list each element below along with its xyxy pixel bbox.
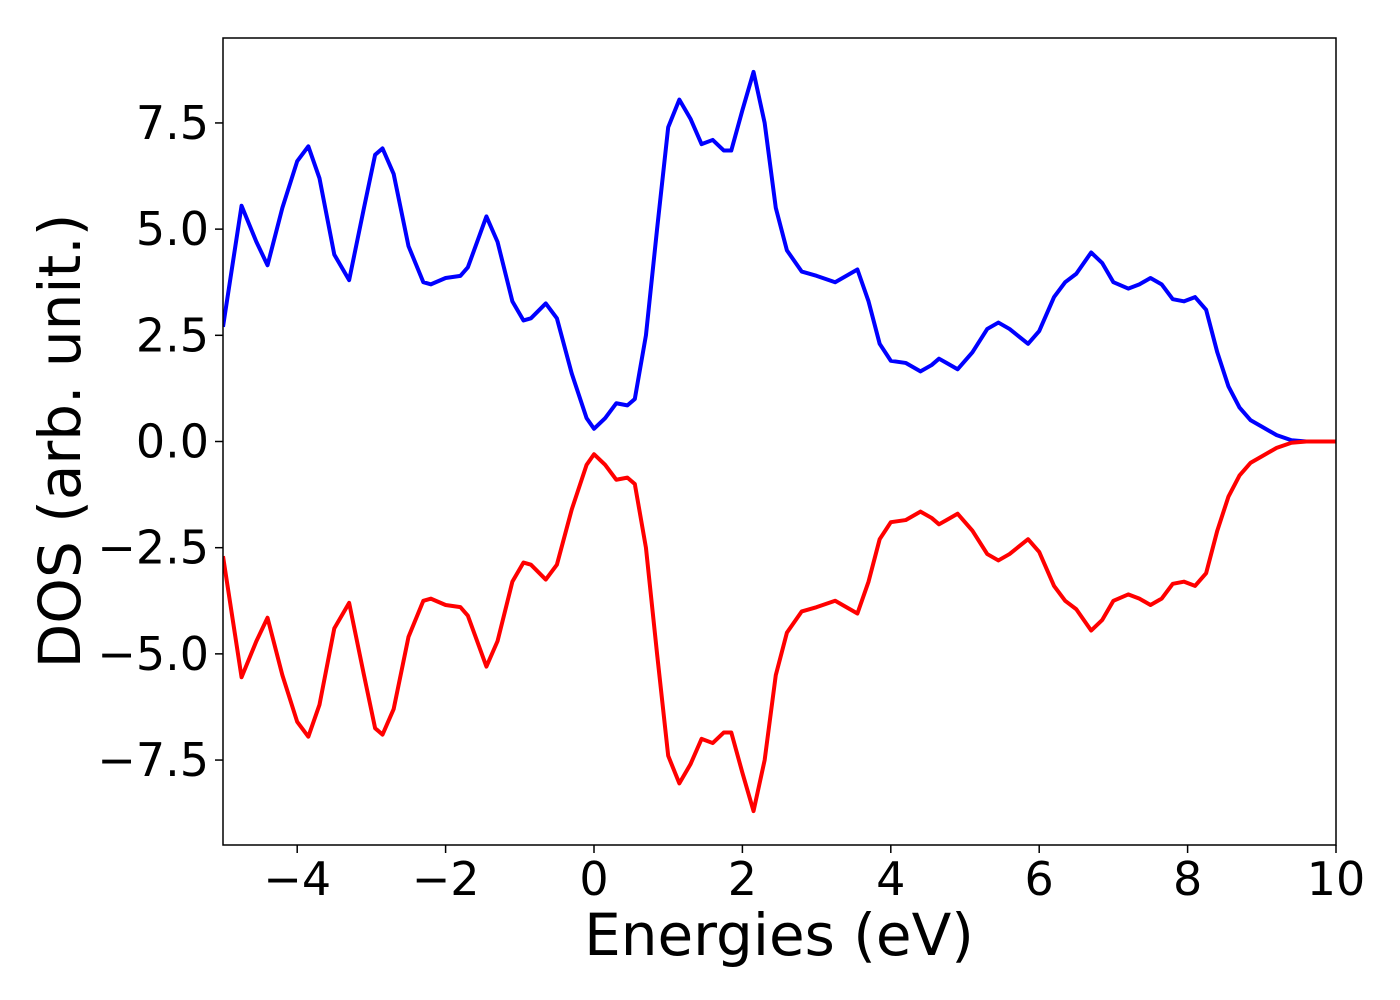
x-tick-label: 4: [876, 852, 905, 906]
y-tick-label: −2.5: [97, 521, 209, 575]
y-tick-label: 2.5: [136, 308, 209, 362]
y-tick-label: 5.0: [136, 202, 209, 256]
y-axis-label: DOS (arb. unit.): [26, 214, 94, 669]
x-tick-label: −4: [263, 852, 331, 906]
x-tick-label: 0: [579, 852, 608, 906]
series-line: [223, 69, 1336, 444]
x-tick-label: 6: [1025, 852, 1054, 906]
y-tick-label: −7.5: [97, 733, 209, 787]
y-tick-label: 7.5: [136, 96, 209, 150]
x-axis-label: Energies (eV): [584, 901, 974, 969]
x-tick-label: 2: [728, 852, 757, 906]
y-tick-label: −5.0: [97, 627, 209, 681]
plot-frame: [222, 37, 1337, 846]
x-tick-label: 10: [1307, 852, 1366, 906]
x-tick-label: 8: [1173, 852, 1202, 906]
series-line: [223, 439, 1336, 814]
y-tick-label: 0.0: [136, 415, 209, 469]
x-tick-label: −2: [412, 852, 480, 906]
